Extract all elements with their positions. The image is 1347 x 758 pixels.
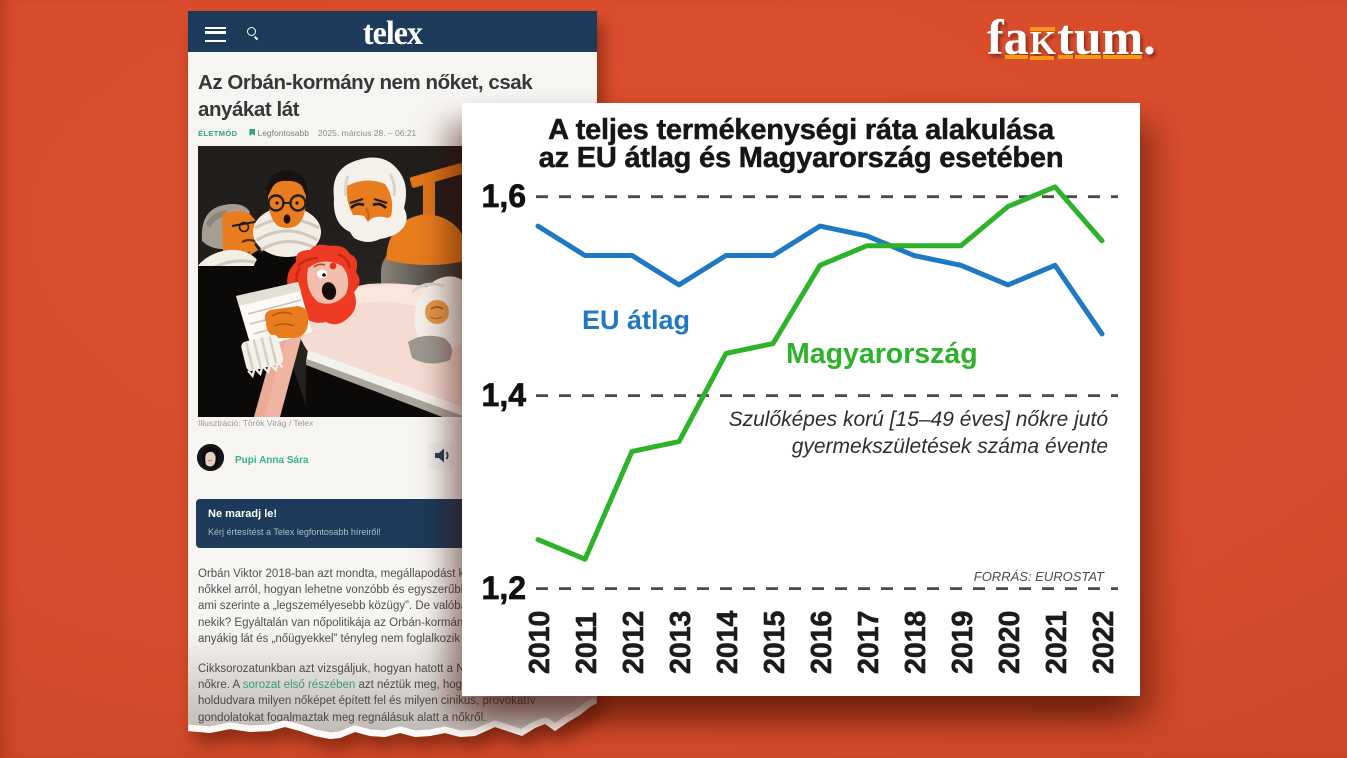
- svg-text:2022: 2022: [1088, 611, 1120, 674]
- svg-text:2015: 2015: [759, 610, 791, 674]
- svg-text:2016: 2016: [806, 611, 838, 674]
- svg-text:2017: 2017: [853, 611, 885, 674]
- svg-text:2012: 2012: [618, 611, 650, 674]
- svg-text:A teljes termékenységi ráta al: A teljes termékenységi ráta alakulása: [548, 114, 1055, 146]
- svg-text:2011: 2011: [571, 612, 603, 674]
- svg-text:gyermekszületések száma évente: gyermekszületések száma évente: [792, 435, 1108, 458]
- svg-text:FORRÁS: EUROSTAT: FORRÁS: EUROSTAT: [974, 569, 1105, 584]
- svg-text:2014: 2014: [712, 610, 744, 674]
- svg-text:1,4: 1,4: [482, 377, 527, 413]
- svg-text:2018: 2018: [900, 611, 932, 674]
- svg-text:2019: 2019: [947, 611, 979, 674]
- svg-text:2013: 2013: [665, 611, 697, 674]
- svg-text:2020: 2020: [994, 611, 1026, 674]
- svg-text:1,2: 1,2: [482, 570, 526, 606]
- svg-text:Magyarország: Magyarország: [786, 338, 978, 370]
- svg-text:2021: 2021: [1041, 610, 1073, 674]
- svg-text:EU átlag: EU átlag: [582, 305, 690, 335]
- svg-text:az EU átlag és Magyarország es: az EU átlag és Magyarország esetében: [539, 142, 1064, 174]
- svg-text:Szulőképes korú [15–49 éves] n: Szulőképes korú [15–49 éves] nőkre jutó: [729, 408, 1109, 431]
- svg-text:2010: 2010: [524, 611, 556, 674]
- svg-text:1,6: 1,6: [482, 178, 526, 214]
